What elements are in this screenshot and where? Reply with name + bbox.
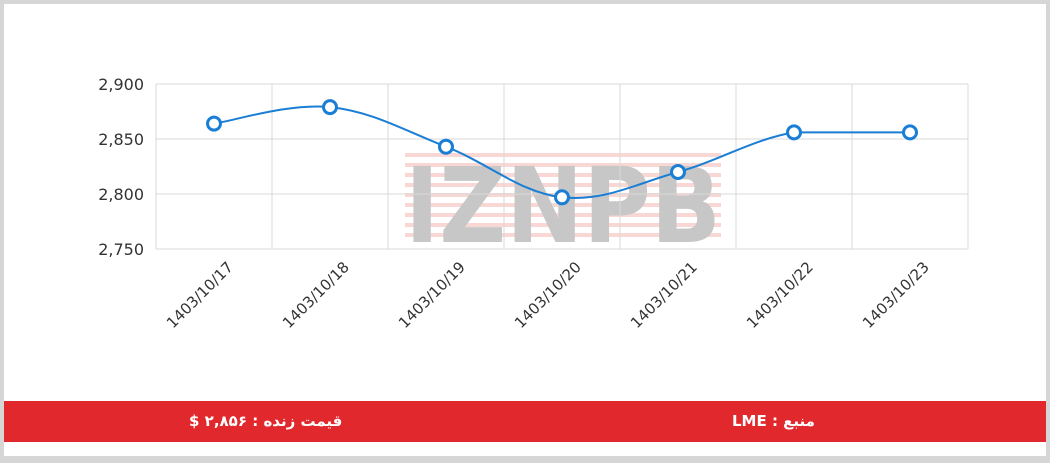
x-tick-label: 1403/10/21 [627, 258, 701, 332]
footer-bar: قیمت زنده : ۲,۸۵۶ $ منبع : LME [4, 401, 1046, 442]
y-tick-label: 2,750 [98, 240, 144, 259]
chart-card [4, 4, 1046, 456]
watermark-text: IZNPB [405, 145, 721, 267]
x-tick-label: 1403/10/22 [743, 258, 817, 332]
source-label: منبع : LME [732, 412, 815, 430]
y-tick-label: 2,800 [98, 185, 144, 204]
x-tick-label: 1403/10/19 [395, 258, 469, 332]
data-point[interactable] [206, 115, 222, 132]
live-price-label: قیمت زنده : ۲,۸۵۶ $ [189, 412, 343, 430]
y-axis: 2,750 2,800 2,850 2,900 [98, 75, 144, 259]
y-tick-label: 2,900 [98, 75, 144, 94]
data-point[interactable] [322, 99, 338, 116]
x-axis: 1403/10/17 1403/10/18 1403/10/19 1403/10/20… [163, 258, 933, 332]
x-tick-label: 1403/10/17 [163, 258, 237, 332]
data-point[interactable] [670, 164, 686, 180]
x-tick-label: 1403/10/18 [279, 258, 353, 332]
data-point[interactable] [902, 124, 918, 141]
data-point[interactable] [438, 138, 454, 155]
data-points [206, 99, 918, 206]
data-point[interactable] [786, 124, 802, 141]
x-tick-label: 1403/10/20 [511, 258, 585, 332]
data-point[interactable] [554, 189, 570, 206]
x-tick-label: 1403/10/23 [859, 258, 933, 332]
y-tick-label: 2,850 [98, 130, 144, 149]
